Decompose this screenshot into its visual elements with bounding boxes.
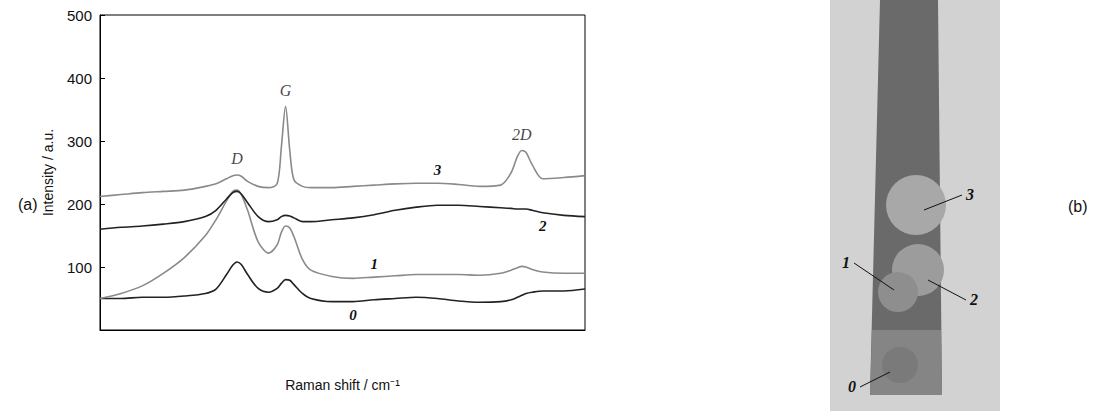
svg-text:(b): (b) bbox=[1068, 198, 1088, 215]
svg-text:1: 1 bbox=[842, 254, 850, 271]
svg-text:0: 0 bbox=[349, 307, 357, 323]
svg-text:100: 100 bbox=[67, 259, 92, 276]
svg-text:Raman shift / cm⁻¹: Raman shift / cm⁻¹ bbox=[285, 377, 400, 393]
svg-text:0: 0 bbox=[848, 378, 856, 395]
svg-text:500: 500 bbox=[67, 7, 92, 24]
svg-text:400: 400 bbox=[67, 70, 92, 87]
svg-text:D: D bbox=[230, 150, 243, 167]
svg-text:2: 2 bbox=[969, 291, 978, 308]
svg-text:G: G bbox=[280, 82, 292, 99]
svg-text:3: 3 bbox=[433, 162, 442, 178]
svg-text:200: 200 bbox=[67, 196, 92, 213]
svg-text:(a): (a) bbox=[18, 196, 38, 213]
svg-text:Intensity / a.u.: Intensity / a.u. bbox=[40, 129, 56, 216]
svg-text:1: 1 bbox=[370, 256, 378, 272]
svg-text:3: 3 bbox=[965, 186, 974, 203]
svg-text:2: 2 bbox=[538, 218, 547, 234]
svg-text:2D: 2D bbox=[512, 126, 532, 143]
svg-text:300: 300 bbox=[67, 133, 92, 150]
